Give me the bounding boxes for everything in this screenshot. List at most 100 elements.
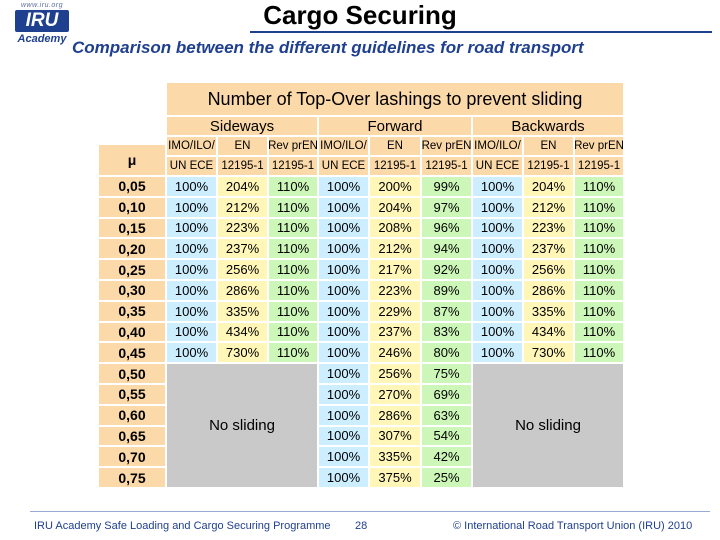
table-cell: 100% bbox=[472, 321, 523, 343]
table-cell: 100% bbox=[318, 446, 369, 468]
mu-header: μ bbox=[98, 144, 166, 176]
mu-value: 0,50 bbox=[98, 363, 166, 384]
table-cell: 54% bbox=[421, 425, 472, 447]
column-header-line2: UN ECE bbox=[166, 156, 217, 176]
column-header-line1: Rev prEN bbox=[574, 136, 624, 156]
mu-value: 0,40 bbox=[98, 321, 166, 343]
table-cell: 100% bbox=[166, 217, 217, 239]
table-cell: 110% bbox=[574, 300, 624, 322]
table-cell: 434% bbox=[217, 321, 268, 343]
table-cell: 110% bbox=[574, 238, 624, 260]
table-cell: 100% bbox=[472, 196, 523, 218]
table-cell: 75% bbox=[421, 363, 472, 384]
table-cell: 237% bbox=[217, 238, 268, 260]
table-cell: 204% bbox=[523, 176, 574, 197]
table-cell: 100% bbox=[318, 404, 369, 426]
lashing-comparison-table: Number of Top-Over lashings to prevent s… bbox=[98, 82, 624, 490]
table-cell: 87% bbox=[421, 300, 472, 322]
table-cell: 212% bbox=[523, 196, 574, 218]
column-header-line2: 12195-1 bbox=[421, 156, 472, 176]
table-cell: 110% bbox=[574, 259, 624, 280]
logo-academy: Academy bbox=[17, 33, 67, 45]
table-cell: 730% bbox=[523, 342, 574, 364]
table-cell: 100% bbox=[166, 342, 217, 364]
footer-copyright: © International Road Transport Union (IR… bbox=[453, 520, 693, 532]
table-cell: 223% bbox=[217, 217, 268, 239]
table-cell: 110% bbox=[574, 342, 624, 364]
table-cell: 100% bbox=[472, 342, 523, 364]
table-cell: 335% bbox=[217, 300, 268, 322]
table-cell: 100% bbox=[472, 217, 523, 239]
table-cell: 100% bbox=[318, 363, 369, 384]
table-cell: 110% bbox=[268, 217, 318, 239]
table-cell: 97% bbox=[421, 196, 472, 218]
table-cell: 100% bbox=[318, 259, 369, 280]
mu-value: 0,15 bbox=[98, 217, 166, 239]
no-sliding-sideways: No sliding bbox=[166, 363, 318, 488]
table-cell: 730% bbox=[217, 342, 268, 364]
mu-value: 0,65 bbox=[98, 425, 166, 447]
table-cell: 335% bbox=[523, 300, 574, 322]
column-header-line2: UN ECE bbox=[318, 156, 369, 176]
table-cell: 100% bbox=[472, 176, 523, 197]
table-cell: 110% bbox=[574, 321, 624, 343]
table-cell: 100% bbox=[472, 300, 523, 322]
table-cell: 100% bbox=[318, 384, 369, 405]
table-cell: 375% bbox=[369, 467, 421, 488]
table-title: Number of Top-Over lashings to prevent s… bbox=[166, 82, 624, 116]
table-cell: 83% bbox=[421, 321, 472, 343]
table-cell: 212% bbox=[369, 238, 421, 260]
mu-value: 0,60 bbox=[98, 404, 166, 426]
table-cell: 100% bbox=[166, 196, 217, 218]
table-cell: 92% bbox=[421, 259, 472, 280]
table-cell: 94% bbox=[421, 238, 472, 260]
column-header-line1: IMO/ILO/ bbox=[472, 136, 523, 156]
table-cell: 110% bbox=[268, 176, 318, 197]
table-cell: 307% bbox=[369, 425, 421, 447]
table-cell: 25% bbox=[421, 467, 472, 488]
table-cell: 99% bbox=[421, 176, 472, 197]
table-cell: 100% bbox=[318, 217, 369, 239]
table-cell: 100% bbox=[166, 321, 217, 343]
table-cell: 100% bbox=[318, 280, 369, 301]
table-cell: 42% bbox=[421, 446, 472, 468]
column-header-line2: 12195-1 bbox=[369, 156, 421, 176]
table-cell: 100% bbox=[318, 238, 369, 260]
column-header-line1: Rev prEN bbox=[421, 136, 472, 156]
table-cell: 100% bbox=[166, 280, 217, 301]
table-cell: 256% bbox=[217, 259, 268, 280]
table-cell: 212% bbox=[217, 196, 268, 218]
table-cell: 204% bbox=[217, 176, 268, 197]
group-header-backwards: Backwards bbox=[472, 116, 624, 136]
iru-academy-logo: www.iru.org IRU Academy bbox=[8, 2, 76, 54]
group-header-sideways: Sideways bbox=[166, 116, 318, 136]
table-cell: 110% bbox=[268, 300, 318, 322]
slide-title: Cargo Securing bbox=[263, 0, 457, 30]
table-cell: 208% bbox=[369, 217, 421, 239]
table-cell: 237% bbox=[369, 321, 421, 343]
column-header-line1: EN bbox=[523, 136, 574, 156]
column-header-line1: Rev prEN bbox=[268, 136, 318, 156]
table-cell: 100% bbox=[318, 321, 369, 343]
table-cell: 110% bbox=[574, 217, 624, 239]
slide-subtitle: Comparison between the different guideli… bbox=[72, 38, 584, 57]
table-cell: 69% bbox=[421, 384, 472, 405]
table-cell: 100% bbox=[472, 280, 523, 301]
column-header-line1: IMO/ILO/ bbox=[166, 136, 217, 156]
table-cell: 229% bbox=[369, 300, 421, 322]
mu-value: 0,75 bbox=[98, 467, 166, 488]
table-cell: 89% bbox=[421, 280, 472, 301]
table-cell: 286% bbox=[523, 280, 574, 301]
table-cell: 100% bbox=[166, 300, 217, 322]
mu-value: 0,35 bbox=[98, 300, 166, 322]
table-cell: 256% bbox=[369, 363, 421, 384]
table-cell: 237% bbox=[523, 238, 574, 260]
column-header-line2: UN ECE bbox=[472, 156, 523, 176]
table-cell: 270% bbox=[369, 384, 421, 405]
table-cell: 217% bbox=[369, 259, 421, 280]
table-cell: 100% bbox=[318, 176, 369, 197]
table-cell: 100% bbox=[472, 238, 523, 260]
mu-value: 0,70 bbox=[98, 446, 166, 468]
mu-value: 0,55 bbox=[98, 384, 166, 405]
table-cell: 110% bbox=[574, 176, 624, 197]
